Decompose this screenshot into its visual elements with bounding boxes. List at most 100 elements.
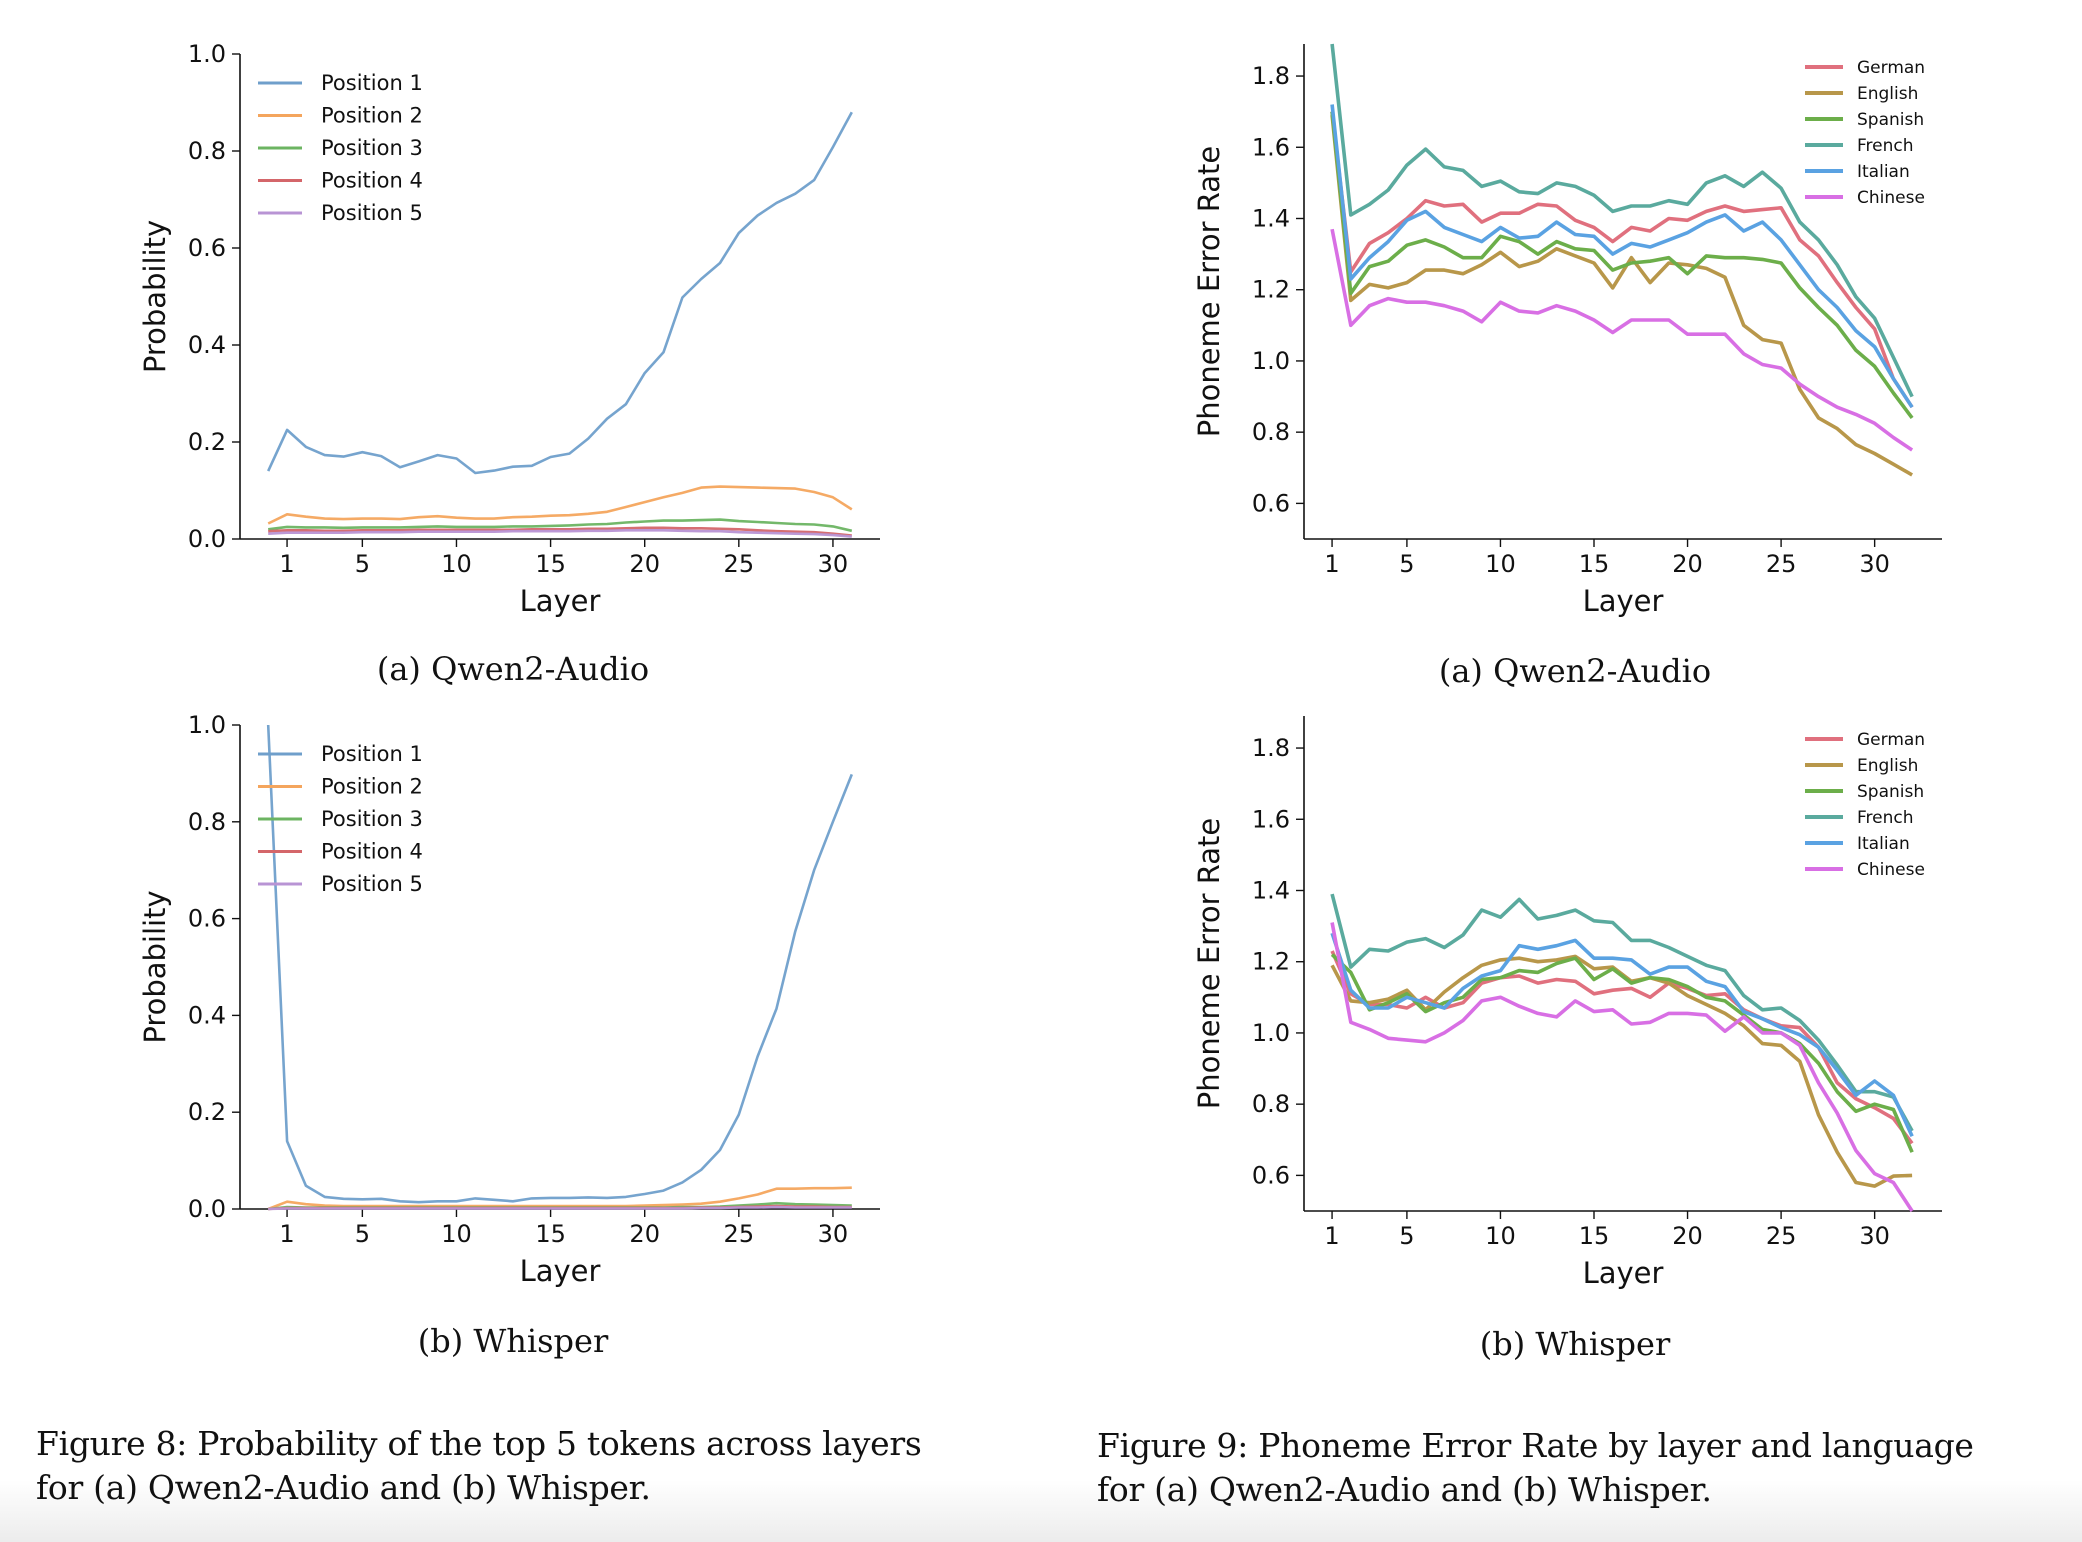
- series-line-chinese: [1330, 228, 1914, 452]
- legend-label: French: [1857, 136, 1914, 156]
- legend-label: Spanish: [1857, 110, 1924, 130]
- figure9-caption-line1: Figure 9: Phoneme Error Rate by layer an…: [1097, 1426, 1974, 1465]
- legend-label: Position 2: [321, 775, 423, 799]
- series-line-position-5: [268, 528, 852, 538]
- y-axis-title: Probability: [138, 220, 172, 373]
- y-tick-label: 0.8: [1252, 418, 1290, 446]
- y-axis-title: Phoneme Error Rate: [1192, 818, 1226, 1110]
- y-tick-label: 1.0: [1252, 347, 1290, 375]
- x-tick-label: 5: [355, 1220, 370, 1248]
- x-tick-label: 1: [279, 1220, 294, 1248]
- x-tick-label: 15: [535, 1220, 566, 1248]
- y-tick-label: 0.4: [188, 1001, 226, 1029]
- figure9-caption: Figure 9: Phoneme Error Rate by layer an…: [1097, 1424, 1974, 1512]
- chart-fig9a-qwen2-per: 1 5 10 15 20 25 300.60.81.01.21.41.61.8LayerPh…: [1192, 43, 1942, 618]
- series-line-german: [1330, 111, 1914, 409]
- legend-label: German: [1857, 730, 1925, 750]
- legend-label: Position 1: [321, 742, 423, 766]
- y-tick-label: 0.4: [188, 331, 226, 359]
- series-line-spanish: [1330, 953, 1914, 1153]
- y-tick-label: 1.4: [1252, 876, 1290, 904]
- series-line-position-1: [266, 724, 854, 1204]
- y-tick-label: 0.8: [188, 137, 226, 165]
- x-tick-label: 5: [1399, 550, 1414, 578]
- legend-label: Position 5: [321, 872, 423, 896]
- legend-label: Italian: [1857, 162, 1910, 182]
- legend-label: Position 2: [321, 104, 423, 128]
- legend-label: English: [1857, 756, 1918, 776]
- legend-label: English: [1857, 84, 1918, 104]
- y-tick-label: 1.6: [1252, 805, 1290, 833]
- figure8-caption: Figure 8: Probability of the top 5 token…: [36, 1422, 922, 1510]
- figure8-caption-line2: for (a) Qwen2-Audio and (b) Whisper.: [36, 1468, 651, 1507]
- figure9-caption-line2: for (a) Qwen2-Audio and (b) Whisper.: [1097, 1470, 1712, 1509]
- x-axis-title: Layer: [1583, 1256, 1664, 1290]
- x-tick-label: 25: [724, 550, 755, 578]
- x-tick-label: 30: [818, 1220, 849, 1248]
- series-line-french: [1330, 893, 1914, 1132]
- y-tick-label: 0.0: [188, 525, 226, 553]
- x-tick-label: 15: [1579, 550, 1610, 578]
- x-tick-label: 25: [724, 1220, 755, 1248]
- x-tick-label: 10: [1485, 550, 1516, 578]
- series-line-position-3: [268, 518, 853, 533]
- x-tick-label: 10: [441, 550, 472, 578]
- y-tick-label: 0.8: [1252, 1090, 1290, 1118]
- x-axis-title: Layer: [520, 1254, 601, 1288]
- figure8-caption-line1: Figure 8: Probability of the top 5 token…: [36, 1424, 922, 1463]
- legend-label: Chinese: [1857, 188, 1925, 208]
- y-tick-label: 0.0: [188, 1195, 226, 1223]
- legend-label: Position 3: [321, 807, 423, 831]
- series-line-italian: [1330, 932, 1914, 1137]
- x-tick-label: 15: [535, 550, 566, 578]
- series-line-italian: [1330, 104, 1914, 409]
- y-tick-label: 0.6: [188, 905, 226, 933]
- y-tick-label: 0.2: [188, 1098, 226, 1126]
- y-tick-label: 1.0: [1252, 1019, 1290, 1047]
- legend-label: Spanish: [1857, 782, 1924, 802]
- x-tick-label: 10: [441, 1220, 472, 1248]
- x-tick-label: 1: [1324, 1222, 1339, 1250]
- x-tick-label: 20: [629, 1220, 660, 1248]
- x-tick-label: 20: [629, 550, 660, 578]
- legend-label: Italian: [1857, 834, 1910, 854]
- x-tick-label: 30: [1859, 550, 1890, 578]
- x-tick-label: 20: [1672, 1222, 1703, 1250]
- legend-label: Chinese: [1857, 860, 1925, 880]
- legend-label: Position 5: [321, 201, 423, 225]
- x-tick-label: 5: [1399, 1222, 1414, 1250]
- x-axis-title: Layer: [1583, 584, 1664, 618]
- y-tick-label: 1.8: [1252, 62, 1290, 90]
- y-axis-title: Phoneme Error Rate: [1192, 146, 1226, 438]
- series-line-position-4: [268, 526, 852, 537]
- x-tick-label: 1: [279, 550, 294, 578]
- legend-label: Position 3: [321, 136, 423, 160]
- x-tick-label: 25: [1766, 1222, 1797, 1250]
- legend-label: French: [1857, 808, 1914, 828]
- y-axis-title: Probability: [138, 890, 172, 1043]
- x-tick-label: 15: [1579, 1222, 1610, 1250]
- y-tick-label: 0.8: [188, 808, 226, 836]
- subcaption-fig8a: (a) Qwen2-Audio: [376, 650, 650, 688]
- subcaption-fig8b: (b) Whisper: [417, 1322, 609, 1360]
- x-tick-label: 30: [818, 550, 849, 578]
- y-tick-label: 0.6: [188, 234, 226, 262]
- y-tick-label: 0.6: [1252, 1161, 1290, 1189]
- y-tick-label: 1.8: [1252, 734, 1290, 762]
- subcaption-fig9b: (b) Whisper: [1479, 1325, 1671, 1363]
- legend-label: German: [1857, 58, 1925, 78]
- x-tick-label: 1: [1324, 550, 1339, 578]
- subcaption-fig9a: (a) Qwen2-Audio: [1438, 652, 1712, 690]
- y-tick-label: 1.2: [1252, 276, 1290, 304]
- x-tick-label: 30: [1859, 1222, 1890, 1250]
- legend-label: Position 4: [321, 840, 423, 864]
- chart-fig8b-whisper-probability: 1 5 10 15 20 25 300.00.20.40.60.81.0LayerProba…: [138, 711, 880, 1288]
- series-line-french: [1330, 43, 1914, 398]
- y-tick-label: 0.6: [1252, 489, 1290, 517]
- y-tick-label: 1.4: [1252, 204, 1290, 232]
- y-tick-label: 1.6: [1252, 133, 1290, 161]
- x-tick-label: 5: [355, 550, 370, 578]
- chart-fig9b-whisper-per: 1 5 10 15 20 25 300.60.81.01.21.41.61.8LayerPh…: [1192, 716, 1942, 1290]
- series-line-english: [1330, 115, 1913, 477]
- series-line-spanish: [1330, 111, 1914, 419]
